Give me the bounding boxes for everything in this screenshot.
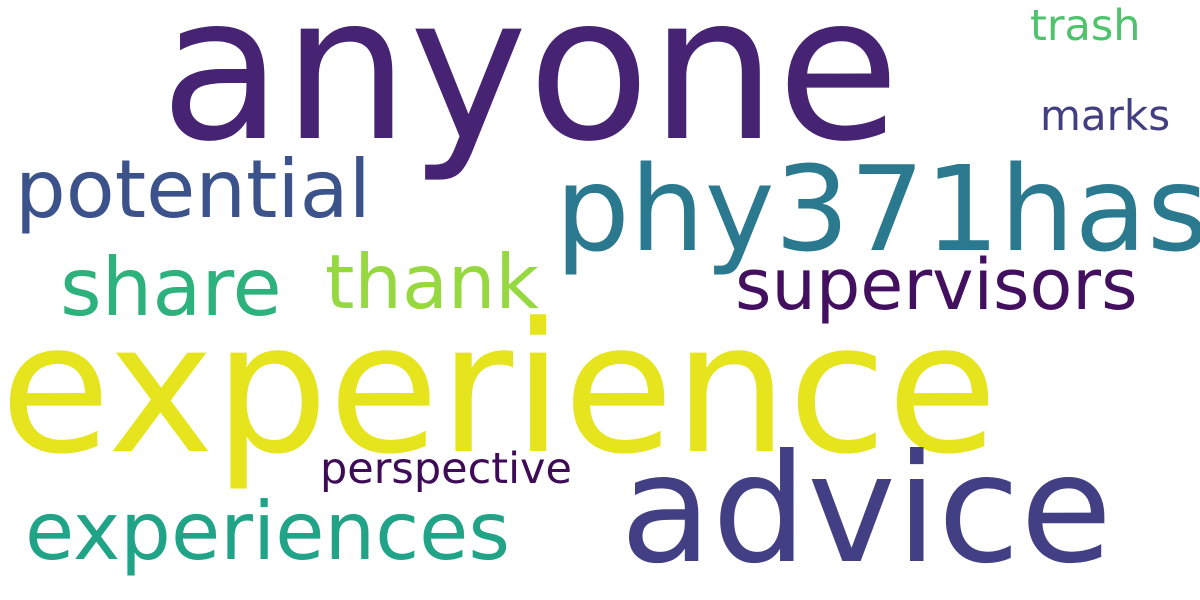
word-marks: marks <box>1040 91 1171 140</box>
word-trash: trash <box>1030 1 1141 51</box>
word-share: share <box>60 241 282 334</box>
word-advice: advice <box>620 423 1113 597</box>
word-phy371has: phy371has <box>555 140 1200 278</box>
word-experience: experience <box>0 285 998 494</box>
word-supervisors: supervisors <box>735 244 1138 326</box>
word-potential: potential <box>15 143 371 236</box>
word-anyone: anyone <box>160 0 900 186</box>
word-thank: thank <box>325 238 539 326</box>
word-experiences: experiences <box>25 485 511 578</box>
word-perspective: perspective <box>320 444 572 494</box>
